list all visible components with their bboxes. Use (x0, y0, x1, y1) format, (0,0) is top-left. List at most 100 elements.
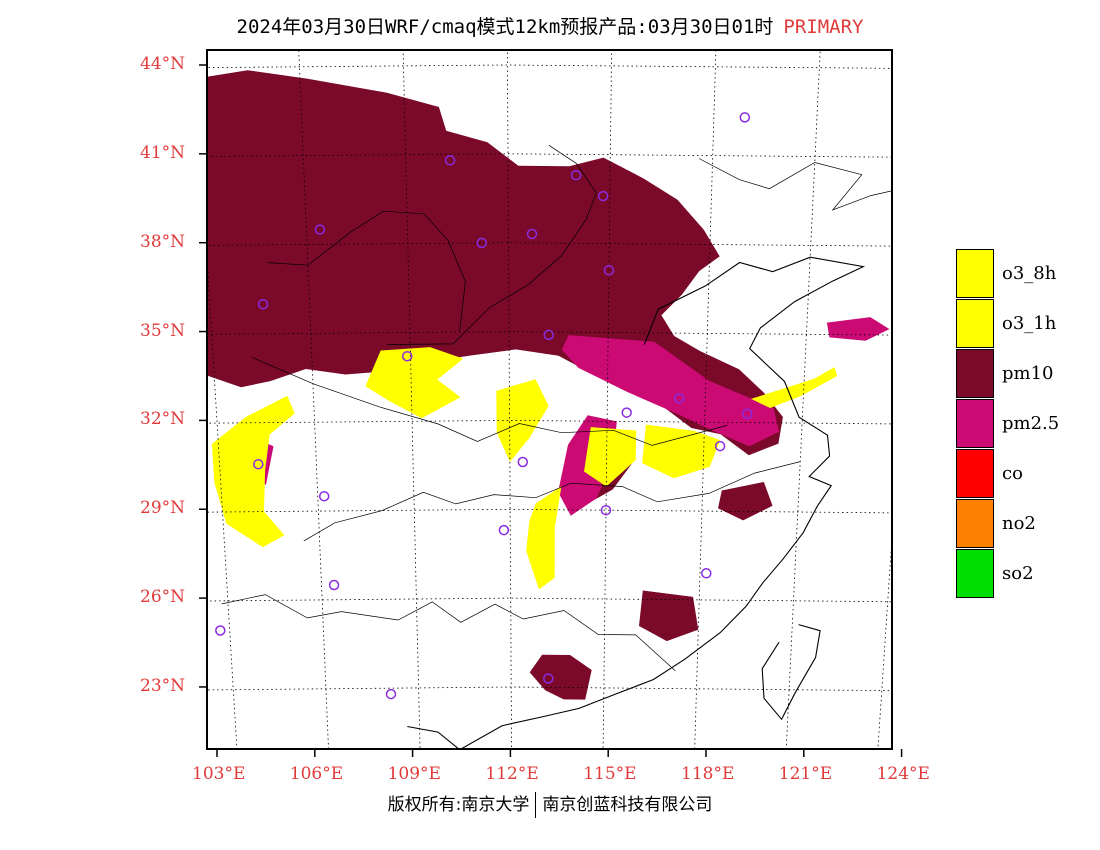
latitude-gridline (207, 153, 892, 158)
station-marker (597, 190, 609, 202)
longitude-gridline (602, 50, 613, 749)
longitude-tick-label: 106°E (289, 764, 344, 784)
station-marker (257, 298, 269, 310)
longitude-gridline (207, 250, 238, 749)
station-marker (526, 228, 538, 240)
station-marker (517, 456, 529, 468)
legend-item-o3-8h: o3_8h (956, 249, 1096, 299)
legend-item-pm25: pm2.5 (956, 399, 1096, 449)
legend-label: pm10 (1002, 363, 1054, 384)
map-frame (206, 49, 893, 750)
station-marker (498, 524, 510, 536)
station-marker (543, 329, 554, 341)
longitude-tick-label: 112°E (485, 764, 539, 784)
latitude-tick-label: 44°N (140, 54, 186, 74)
legend-item-pm10: pm10 (956, 349, 1096, 399)
station-marker (314, 224, 326, 235)
station-marker (401, 350, 413, 362)
legend-item-co: co (956, 449, 1096, 499)
pollution-area-o3 (496, 379, 549, 462)
station-marker (603, 265, 615, 276)
longitude-gridline (694, 50, 717, 749)
pollution-layer (207, 70, 890, 700)
station-marker (253, 458, 264, 470)
legend-item-o3-1h: o3_1h (956, 299, 1096, 349)
longitude-gridline (506, 50, 513, 749)
pollution-area-o3 (526, 486, 562, 590)
province-boundary (303, 461, 801, 542)
axis-ticks (199, 64, 903, 757)
pollution-area-pm25 (826, 317, 890, 341)
latitude-tick-label: 35°N (140, 320, 186, 341)
station-marker (543, 673, 554, 684)
province-boundary (221, 594, 676, 672)
latitude-tick-label: 41°N (140, 142, 186, 163)
longitude-tick-label: 121°E (778, 764, 833, 784)
latitude-gridline (207, 331, 892, 336)
pollution-area-o3 (584, 427, 637, 487)
station-marker (476, 237, 487, 249)
pollution-area-pm25 (561, 335, 779, 447)
legend-swatch (956, 349, 994, 398)
latitude-tick-label: 32°N (140, 409, 186, 430)
longitude-gridline (877, 532, 892, 749)
station-marker (328, 579, 340, 591)
latitude-tick-label: 23°N (140, 675, 186, 696)
pollution-area-pm10 (718, 482, 773, 521)
latitude-gridline (207, 64, 892, 69)
legend-swatch (956, 499, 994, 548)
latitude-tick-label: 38°N (140, 231, 186, 252)
longitude-tick-label: 115°E (583, 764, 637, 784)
chart-title: 2024年03月30日WRF/cmaq模式12km预报产品:03月30日01时 P… (0, 12, 1100, 39)
legend-label: pm2.5 (1002, 413, 1060, 434)
station-marker (714, 440, 726, 452)
legend-label: so2 (1002, 563, 1034, 584)
pollution-area-pm10 (529, 654, 592, 700)
station-marker (318, 490, 330, 502)
longitude-gridline (402, 50, 421, 749)
longitude-tick-label: 124°E (876, 764, 930, 784)
pollution-area-pm10 (639, 590, 699, 642)
station-marker (621, 407, 632, 418)
station-marker (673, 393, 685, 404)
title-flag: PRIMARY (783, 16, 864, 38)
legend-label: o3_8h (1002, 263, 1057, 284)
legend-label: o3_1h (1002, 313, 1057, 334)
coastline (407, 256, 866, 749)
longitude-gridline (785, 50, 821, 749)
footer-right: 南京创蓝科技有限公司 (542, 795, 713, 815)
pollution-area-o3 (211, 395, 295, 548)
latitude-gridline (207, 597, 892, 603)
graticule (207, 50, 892, 749)
legend-swatch (956, 399, 994, 448)
station-marker (739, 112, 751, 123)
station-marker (444, 155, 456, 166)
station-marker (701, 568, 712, 579)
province-borders (221, 145, 892, 749)
legend-swatch (956, 449, 994, 498)
coastline (761, 624, 821, 721)
legend-item-so2: so2 (956, 549, 1096, 599)
pollution-area-o3 (642, 424, 721, 479)
station-marker (385, 688, 397, 700)
latitude-tick-label: 29°N (140, 498, 186, 519)
station-marker (741, 408, 753, 419)
station-marker (215, 625, 226, 636)
station-marker (600, 504, 612, 516)
copyright-footer: 版权所有:南京大学 南京创蓝科技有限公司 (0, 790, 1100, 818)
legend-swatch (956, 249, 994, 298)
province-boundary (267, 210, 466, 333)
longitude-tick-label: 109°E (387, 764, 441, 784)
station-marker (570, 169, 582, 181)
footer-left: 版权所有:南京大学 (387, 795, 530, 815)
legend-item-no2: no2 (956, 499, 1096, 549)
pollution-area-o3 (751, 367, 838, 408)
legend: o3_8h o3_1h pm10 pm2.5 co no2 so2 (956, 249, 1096, 599)
station-layer (215, 112, 753, 700)
legend-swatch (956, 299, 994, 348)
latitude-tick-label: 26°N (140, 587, 186, 608)
province-boundary (252, 357, 728, 446)
longitude-gridline (298, 50, 329, 749)
legend-swatch (956, 549, 994, 598)
